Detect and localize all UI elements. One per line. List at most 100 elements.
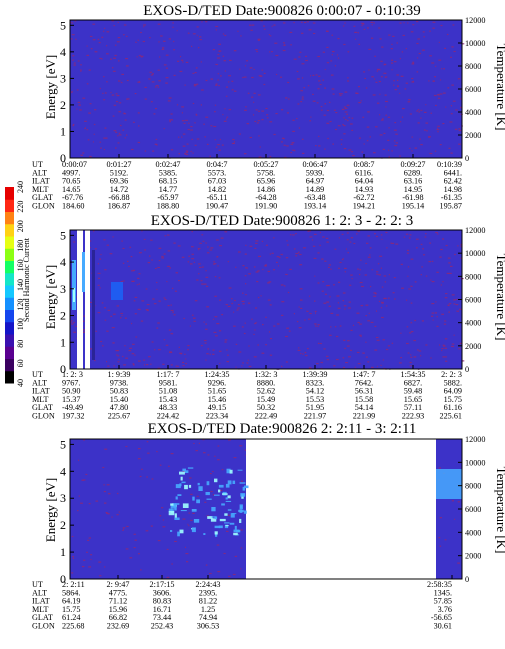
- spectrogram-speckle: [114, 105, 116, 106]
- spectrogram-speckle: [147, 453, 149, 454]
- spectrogram-speckle: [256, 109, 258, 110]
- spectrogram-speckle: [233, 312, 234, 313]
- spectrogram-speckle: [245, 294, 247, 295]
- spectrogram-speckle: [224, 553, 226, 554]
- spectrogram-speckle: [370, 286, 371, 287]
- spectrogram-speckle: [133, 270, 135, 271]
- spectrogram-speckle: [118, 361, 120, 362]
- spectrogram-speckle: [221, 238, 224, 239]
- spectrogram-speckle: [253, 102, 254, 103]
- y-tick-label: 2: [60, 518, 66, 532]
- spectrogram-speckle: [327, 110, 329, 111]
- colorbar-swatch: [5, 212, 14, 225]
- spectrogram-feature: [222, 493, 228, 495]
- spectrogram-speckle: [260, 146, 261, 147]
- spectrogram-speckle: [154, 113, 156, 114]
- spectrogram-speckle: [381, 239, 382, 240]
- spectrogram-speckle: [190, 130, 193, 131]
- spectrogram-speckle: [254, 121, 256, 122]
- spectrogram-speckle: [224, 35, 226, 36]
- spectrogram-speckle: [297, 78, 300, 79]
- spectrogram-speckle: [172, 22, 174, 23]
- spectrogram-speckle: [288, 98, 290, 99]
- y2-tick-label: 6000: [465, 85, 481, 94]
- spectrogram-speckle: [359, 335, 361, 336]
- spectrogram-speckle: [338, 282, 340, 283]
- spectrogram-speckle: [258, 297, 259, 298]
- spectrogram-speckle: [162, 49, 165, 50]
- spectrogram-speckle: [379, 274, 382, 275]
- spectrogram-speckle: [341, 139, 343, 140]
- spectrogram-speckle: [71, 38, 73, 39]
- spectrogram-feature: [169, 511, 175, 515]
- spectrogram-speckle: [383, 359, 384, 360]
- spectrogram-speckle: [173, 243, 175, 244]
- spectrogram-speckle: [289, 32, 292, 33]
- spectrogram-speckle: [119, 511, 120, 512]
- spectrogram-speckle: [257, 270, 260, 271]
- spectrogram-speckle: [131, 281, 134, 282]
- spectrogram-speckle: [324, 115, 326, 116]
- spectrogram-speckle: [193, 33, 196, 34]
- spectrogram-speckle: [335, 65, 336, 66]
- spectrogram-speckle: [232, 139, 234, 140]
- spectrogram-speckle: [106, 512, 108, 513]
- spectrogram-speckle: [214, 296, 216, 297]
- spectrogram-speckle: [377, 71, 378, 72]
- spectrogram-feature: [232, 513, 237, 514]
- spectrogram-speckle: [344, 305, 347, 306]
- spectrogram-speckle: [441, 25, 443, 26]
- spectrogram-speckle: [131, 256, 133, 257]
- spectrogram-speckle: [206, 277, 209, 278]
- spectrogram-speckle: [376, 274, 378, 275]
- spectrogram-speckle: [273, 269, 275, 270]
- spectrogram-speckle: [420, 118, 421, 119]
- spectrogram-speckle: [440, 79, 441, 80]
- orbit-value: 221.97: [304, 412, 327, 421]
- spectrogram-speckle: [367, 127, 370, 128]
- spectrogram-speckle: [210, 473, 212, 474]
- spectrogram-speckle: [385, 77, 386, 78]
- spectrogram-speckle: [268, 300, 271, 301]
- spectrogram-speckle: [149, 256, 150, 257]
- spectrogram-speckle: [290, 152, 292, 153]
- spectrogram-speckle: [268, 271, 271, 272]
- spectrogram-speckle: [374, 233, 376, 234]
- spectrogram-speckle: [440, 517, 442, 518]
- y2-tick-label: 6000: [465, 296, 481, 305]
- spectrogram-speckle: [406, 234, 408, 235]
- spectrogram-speckle: [94, 360, 96, 361]
- spectrogram-speckle: [139, 273, 141, 274]
- spectrogram-speckle: [148, 262, 151, 263]
- spectrogram-speckle: [292, 120, 294, 121]
- spectrogram-speckle: [134, 547, 136, 548]
- spectrogram-speckle: [366, 263, 367, 264]
- spectrogram-speckle: [150, 72, 153, 73]
- spectrogram-speckle: [409, 148, 410, 149]
- spectrogram-speckle: [169, 351, 172, 352]
- spectrogram-speckle: [86, 55, 89, 56]
- spectrogram-speckle: [373, 296, 376, 297]
- spectrogram-feature: [240, 493, 245, 497]
- spectrogram-speckle: [219, 150, 221, 151]
- spectrogram-speckle: [183, 134, 186, 135]
- spectrogram-feature: [212, 516, 216, 517]
- spectrogram-speckle: [362, 152, 364, 153]
- spectrogram-speckle: [108, 493, 111, 494]
- spectrogram-speckle: [396, 74, 399, 75]
- spectrogram-speckle: [440, 546, 442, 547]
- spectrogram-speckle: [445, 539, 447, 540]
- spectrogram-speckle: [298, 56, 300, 57]
- spectrogram-speckle: [287, 82, 289, 83]
- spectrogram-speckle: [405, 88, 407, 89]
- spectrogram-speckle: [272, 253, 274, 254]
- spectrogram-speckle: [422, 248, 424, 249]
- spectrogram-speckle: [385, 106, 386, 107]
- spectrogram-speckle: [302, 97, 304, 98]
- orbit-value: 306.53: [197, 622, 220, 631]
- panel-2-plot: 012345020004000600080001000012000: [60, 226, 485, 376]
- spectrogram-speckle: [276, 262, 278, 263]
- spectrogram-speckle: [454, 519, 455, 520]
- spectrogram-speckle: [314, 301, 316, 302]
- spectrogram-speckle: [137, 82, 140, 83]
